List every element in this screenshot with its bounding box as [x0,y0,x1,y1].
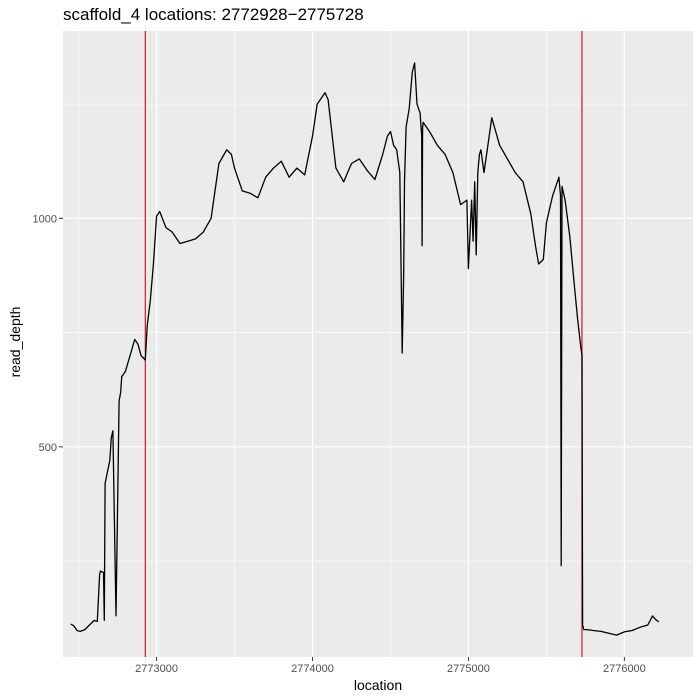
minor-gridlines [63,31,693,657]
chart-title: scaffold_4 locations: 2772928−2775728 [63,5,364,24]
x-tick-label: 2776000 [603,663,646,675]
y-tick-label: 500 [39,442,57,454]
x-tick-label: 2774000 [291,663,334,675]
x-axis-title: location [353,677,403,693]
x-tick-label: 2773000 [135,663,178,675]
read-depth-line [70,62,660,636]
axes: 2773000 2774000 2775000 2776000 500 1000 [33,213,646,675]
y-tick-label: 1000 [33,213,57,225]
series-group [70,62,660,636]
plot-panel [63,31,693,657]
x-tick-label: 2775000 [447,663,490,675]
